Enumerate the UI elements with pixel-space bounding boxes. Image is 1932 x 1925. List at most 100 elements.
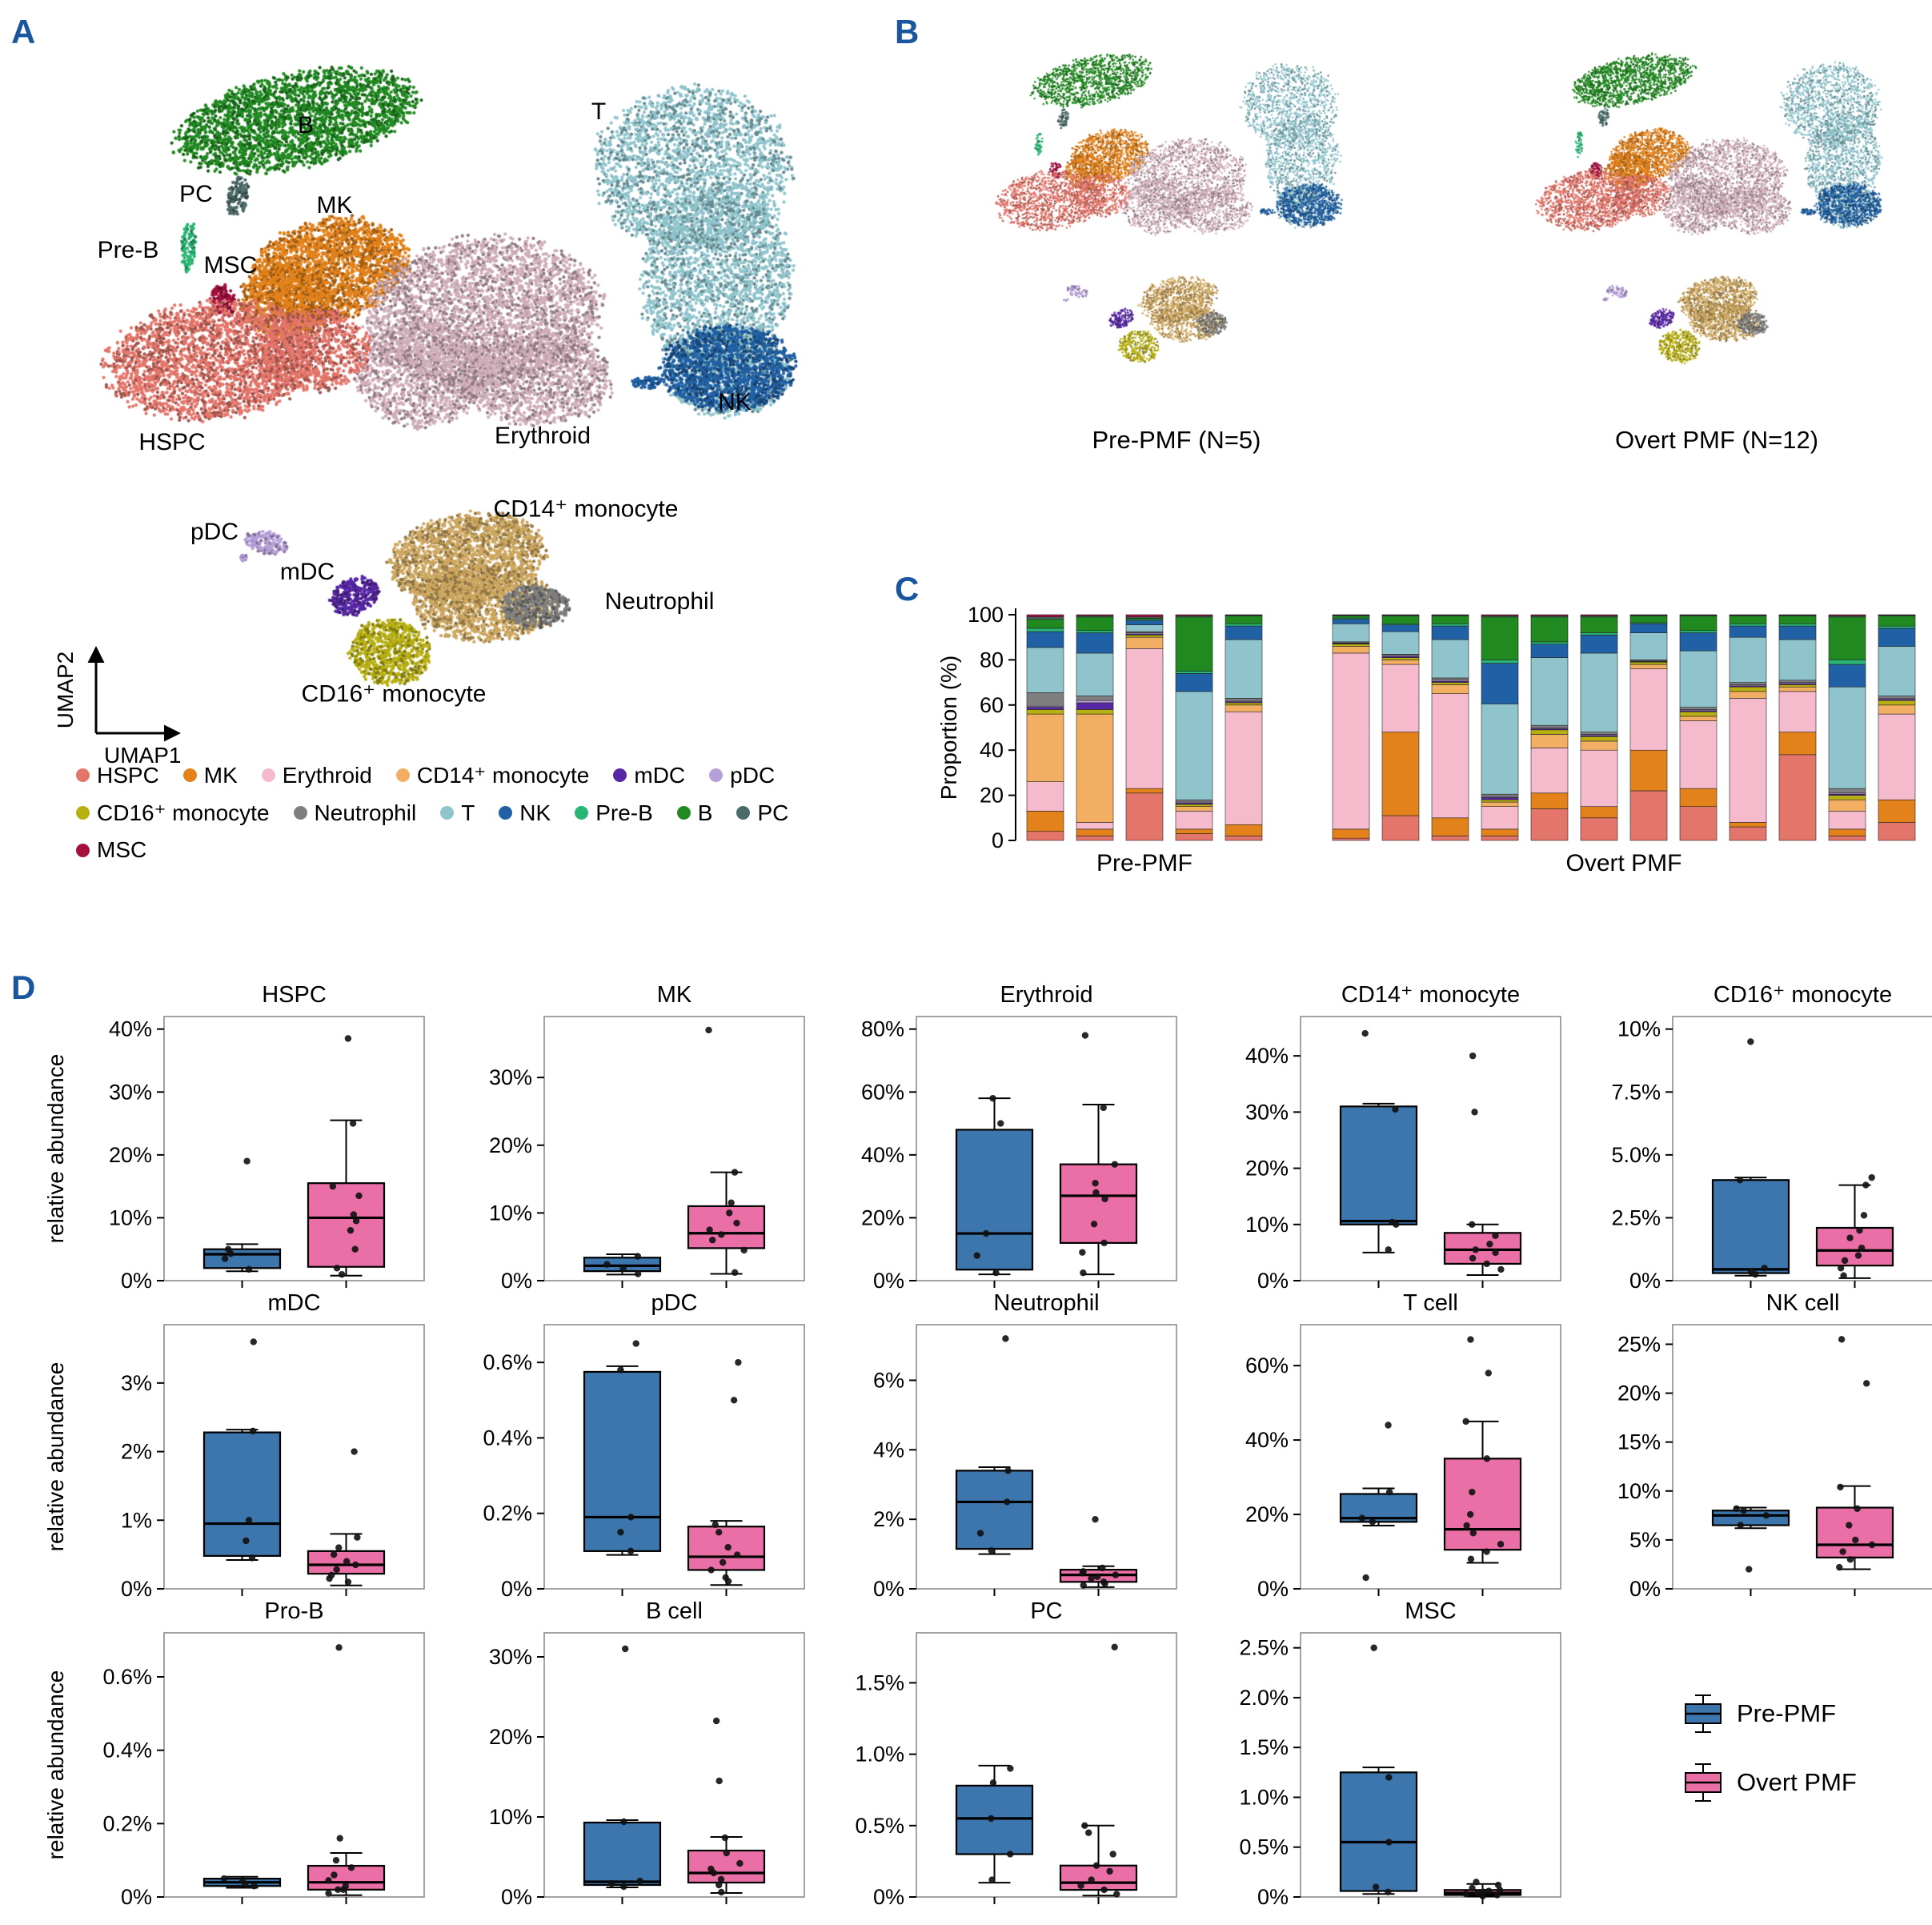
bar-segment: [1332, 623, 1370, 643]
svg-text:40%: 40%: [1245, 1044, 1289, 1068]
bar-segment: [1530, 729, 1569, 735]
data-point: [1474, 1889, 1481, 1897]
data-point: [1479, 1892, 1486, 1899]
bar-segment: [1175, 799, 1213, 803]
bar-segment: [1679, 616, 1718, 632]
bar-segment: [1580, 740, 1618, 751]
bar-segment: [1580, 736, 1618, 742]
box-pre: [1339, 1105, 1418, 1225]
svg-text:20: 20: [980, 784, 1004, 808]
data-point: [973, 1252, 980, 1259]
data-point: [1462, 1418, 1469, 1426]
bar-segment: [1431, 677, 1469, 681]
legend-dot: [440, 806, 455, 820]
svg-text:0.2%: 0.2%: [483, 1502, 532, 1526]
data-point: [1854, 1505, 1861, 1512]
data-point: [243, 1157, 251, 1165]
legend-label: T: [461, 800, 475, 825]
data-point: [329, 1182, 337, 1190]
data-point: [326, 1574, 333, 1582]
svg-text:20%: 20%: [489, 1725, 532, 1749]
bar-segment: [1778, 754, 1817, 841]
legend-item-t: T: [440, 800, 475, 826]
data-point: [1392, 1105, 1399, 1113]
data-point: [719, 1558, 727, 1566]
bar-segment: [1580, 817, 1618, 841]
data-point: [1088, 1876, 1095, 1883]
bar-segment: [1125, 792, 1164, 841]
legend-item-pdc: pDC: [709, 763, 775, 788]
bar-segment: [1828, 614, 1866, 616]
data-point: [1837, 1483, 1844, 1491]
legend-item-pc: PC: [736, 800, 788, 826]
bar-segment: [1828, 795, 1866, 800]
bar-segment: [1729, 691, 1767, 699]
bar-segment: [1381, 631, 1420, 655]
data-point: [1733, 1505, 1740, 1512]
data-point: [1079, 1249, 1086, 1256]
data-point: [976, 1530, 984, 1537]
bar-segment: [1878, 628, 1916, 647]
svg-text:Pro-B: Pro-B: [264, 1598, 323, 1624]
data-point: [1111, 1161, 1119, 1168]
data-point: [333, 1265, 341, 1272]
legend-label: Neutrophil: [314, 800, 417, 825]
bar-segment: [1530, 808, 1569, 841]
legend-item-neutrophil: Neutrophil: [293, 800, 417, 826]
boxplot-nk-cell: NK cell 0% 5% 10% 15% 20% 25%: [1617, 1290, 1932, 1601]
bar-segment: [1729, 616, 1767, 624]
bar-segment: [1225, 616, 1263, 624]
legend-item-pre-b: Pre-B: [575, 800, 653, 826]
legend-item-nk: NK: [499, 800, 551, 826]
svg-text:1.5%: 1.5%: [1239, 1735, 1289, 1759]
bar-segment: [1580, 652, 1618, 732]
svg-text:30%: 30%: [109, 1080, 152, 1104]
bar-segment: [1026, 831, 1064, 841]
data-point: [1081, 1822, 1088, 1830]
data-point: [1483, 1455, 1491, 1462]
data-point: [1358, 1514, 1365, 1522]
data-point: [335, 1644, 343, 1651]
bar-segment: [1878, 704, 1916, 715]
bar-segment: [1530, 734, 1569, 748]
bar-segment: [1679, 707, 1718, 710]
data-point: [1492, 1249, 1499, 1257]
bar-segment: [1431, 639, 1469, 679]
bar-segment: [1629, 749, 1668, 792]
svg-text:20%: 20%: [109, 1143, 152, 1167]
svg-text:3%: 3%: [121, 1371, 152, 1395]
data-point: [1002, 1335, 1009, 1342]
bar-segment: [1530, 657, 1569, 726]
legend-label: Pre-B: [595, 800, 653, 825]
data-point: [1092, 1515, 1099, 1523]
bar-segment: [1076, 630, 1114, 633]
data-point: [608, 1879, 615, 1887]
boxplot-mdc: mDC 0% 1% 2% 3%: [121, 1290, 425, 1601]
svg-text:MK: MK: [657, 982, 692, 1008]
data-point: [997, 1120, 1004, 1127]
legend-row-overt-pmf: Overt PMF: [1681, 1762, 1857, 1803]
bar-segment: [1225, 614, 1263, 616]
bar-segment: [1026, 692, 1064, 707]
data-point: [1393, 1221, 1400, 1228]
svg-text:7.5%: 7.5%: [1611, 1080, 1661, 1104]
bar-segment: [1679, 806, 1718, 841]
bar-segment: [1530, 748, 1569, 794]
data-point: [1747, 1268, 1755, 1276]
panel-a-label: A: [11, 13, 36, 50]
bar-segment: [1679, 720, 1718, 789]
data-point: [1480, 1888, 1487, 1895]
bar-segment: [1381, 660, 1420, 665]
data-point: [250, 1338, 257, 1345]
bar-segment: [1878, 799, 1916, 823]
bar-segment: [1729, 682, 1767, 685]
bar-segment: [1225, 625, 1263, 640]
data-point: [736, 1859, 744, 1867]
bar-segment: [1431, 616, 1469, 624]
boxplot-pc: PC 0% 0.5% 1.0% 1.5%: [855, 1598, 1177, 1909]
data-point: [1080, 1568, 1087, 1575]
umap-prepmf-canvas: [968, 38, 1385, 423]
box-overt: [1059, 1569, 1138, 1583]
box-overt: [687, 1849, 766, 1884]
data-point: [352, 1217, 360, 1225]
